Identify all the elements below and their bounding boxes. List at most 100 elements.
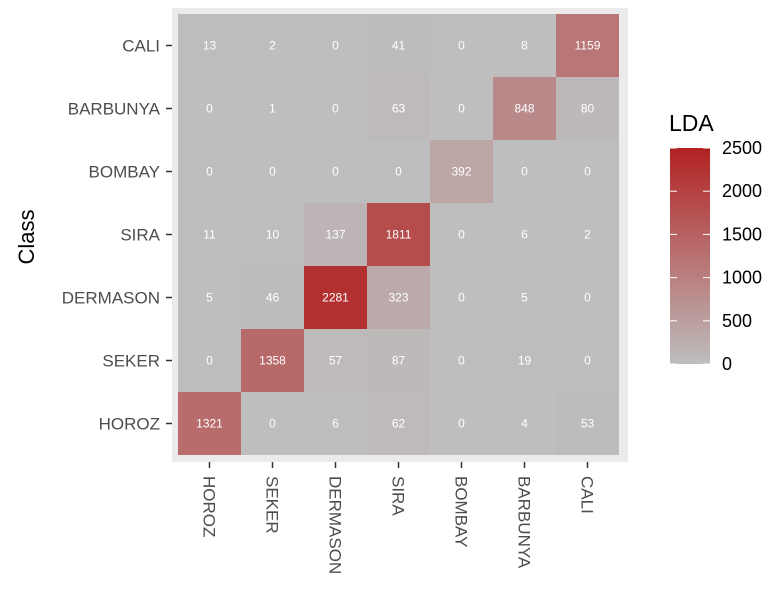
cell-value-label: 53 [581,417,595,431]
cell-value-label: 5 [206,291,213,305]
heatmap-cell [367,203,430,266]
y-axis: CALI BARBUNYA BOMBAY SIRA DERMASON SEKER HOROZ [62,37,172,434]
cell-value-label: 0 [458,39,465,53]
heatmap-cell [241,14,304,77]
y-tick-label: BOMBAY [89,163,160,182]
heatmap-cell [367,266,430,329]
y-axis-title: Class [14,209,39,264]
heatmap-cell [493,140,556,203]
cell-value-label: 19 [518,354,532,368]
heatmap-cell [430,203,493,266]
heatmap-cell [556,140,619,203]
cell-value-label: 0 [269,417,276,431]
heatmap-cell [178,329,241,392]
x-tick-label: CALI [578,476,597,514]
heatmap-cell [304,203,367,266]
heatmap-cell [178,77,241,140]
x-tick-label: BOMBAY [452,476,471,547]
heatmap-cell [556,392,619,455]
heatmap-cell [430,329,493,392]
heatmap-cell [430,266,493,329]
heatmap-cell [178,203,241,266]
heatmap-cell [556,266,619,329]
x-tick-label: HOROZ [200,476,219,537]
cell-value-label: 0 [458,354,465,368]
heatmap-cell [430,140,493,203]
cell-value-label: 80 [581,102,595,116]
cell-value-label: 2 [584,228,591,242]
heatmap-cell [556,14,619,77]
cell-value-label: 1 [269,102,276,116]
x-tick-label: SIRA [389,476,408,516]
heatmap-cell [367,392,430,455]
heatmap-cell [304,392,367,455]
cell-value-label: 1811 [386,228,412,242]
cell-value-label: 323 [388,291,408,305]
cell-value-label: 0 [269,165,276,179]
cell-value-label: 10 [266,228,280,242]
cell-value-label: 0 [521,165,528,179]
x-tick-label: DERMASON [326,476,345,574]
cell-value-label: 2 [269,39,276,53]
heatmap-cell [241,266,304,329]
cell-value-label: 0 [206,165,213,179]
heatmap-cell [430,77,493,140]
cell-value-label: 1321 [196,417,223,431]
x-tick-label: BARBUNYA [515,476,534,569]
y-tick-label: SIRA [120,226,160,245]
heatmap-cell [241,77,304,140]
cell-value-label: 0 [584,354,591,368]
cell-value-label: 1159 [575,39,601,53]
heatmap-cell [556,77,619,140]
cell-value-label: 848 [514,102,534,116]
legend-tick-label: 2000 [722,181,762,201]
cell-value-label: 392 [451,165,471,179]
heatmap-cell [367,14,430,77]
heatmap-cell [493,329,556,392]
y-tick-label: CALI [122,37,160,56]
heatmap-cell [241,203,304,266]
legend-title: LDA [669,110,714,136]
cell-value-label: 2281 [322,291,349,305]
cell-value-label: 11 [203,228,216,242]
cell-value-label: 0 [458,291,465,305]
heatmap-cell [556,329,619,392]
cell-value-label: 41 [392,39,406,53]
legend-tick-label: 2500 [722,138,762,158]
cell-value-label: 0 [395,165,402,179]
cell-value-label: 13 [203,39,217,53]
cell-value-label: 0 [458,102,465,116]
cell-value-label: 0 [332,102,339,116]
legend-tick-label: 1500 [722,224,762,244]
heatmap-cell [304,140,367,203]
heatmap-cell [556,203,619,266]
cell-value-label: 8 [521,39,528,53]
heatmap-cell [493,14,556,77]
cell-value-label: 87 [392,354,406,368]
cell-value-label: 0 [584,291,591,305]
heatmap-cell [178,266,241,329]
cell-value-label: 57 [329,354,343,368]
heatmap-cell [304,329,367,392]
heatmap-cell [367,329,430,392]
cell-value-label: 4 [521,417,528,431]
cell-value-label: 137 [325,228,345,242]
heatmap-cell [367,140,430,203]
heatmap-cells [178,14,619,455]
heatmap-cell [178,140,241,203]
cell-value-label: 0 [584,165,591,179]
y-tick-label: DERMASON [62,289,160,308]
heatmap-cell [304,77,367,140]
legend-tick-label: 0 [722,354,732,374]
cell-value-label: 0 [206,102,213,116]
legend-ticks: 0 500 1000 1500 2000 2500 [670,138,762,374]
heatmap-cell [241,140,304,203]
legend-tick-label: 1000 [722,268,762,288]
cell-value-label: 6 [521,228,528,242]
heatmap-cell [304,14,367,77]
heatmap-cell [430,392,493,455]
cell-value-label: 46 [266,291,280,305]
cell-value-label: 0 [332,39,339,53]
heatmap-cell [241,329,304,392]
